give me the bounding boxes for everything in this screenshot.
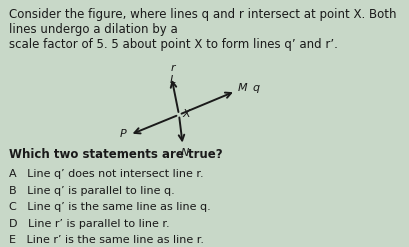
Text: P: P (119, 129, 126, 139)
Text: C   Line q’ is the same line as line q.: C Line q’ is the same line as line q. (9, 202, 210, 212)
Text: Consider the figure, where lines q and r intersect at point X. Both lines underg: Consider the figure, where lines q and r… (9, 8, 396, 51)
Text: X: X (182, 108, 190, 119)
Text: M: M (237, 82, 247, 93)
Text: N: N (180, 148, 189, 158)
Text: B   Line q’ is parallel to line q.: B Line q’ is parallel to line q. (9, 185, 174, 196)
Text: E   Line r’ is the same line as line r.: E Line r’ is the same line as line r. (9, 235, 203, 245)
Text: A   Line q’ does not intersect line r.: A Line q’ does not intersect line r. (9, 169, 203, 179)
Text: L: L (170, 75, 176, 85)
Text: r: r (171, 63, 175, 73)
Text: q: q (252, 82, 259, 93)
Text: Which two statements are true?: Which two statements are true? (9, 148, 222, 161)
Text: D   Line r’ is parallel to line r.: D Line r’ is parallel to line r. (9, 219, 169, 229)
